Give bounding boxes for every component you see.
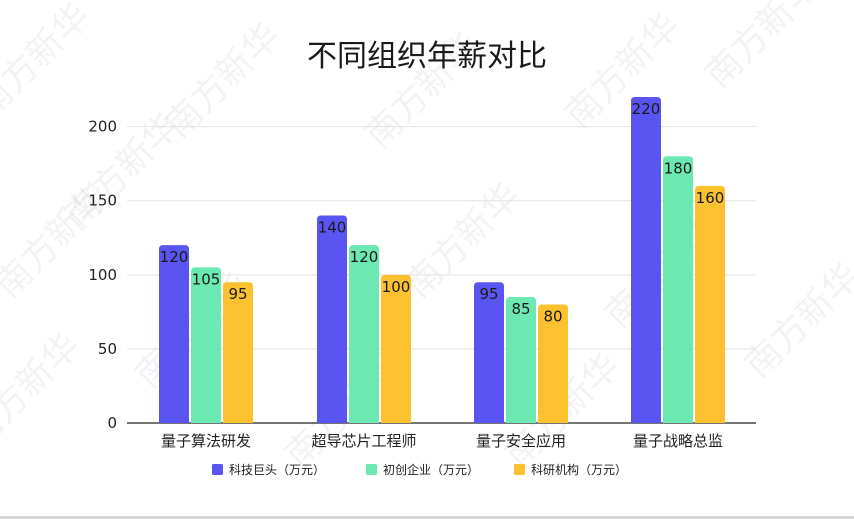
grid-lines xyxy=(127,126,756,424)
bar-value-label: 160 xyxy=(696,189,725,207)
legend-label: 初创企业（万元） xyxy=(383,462,479,477)
legend-label: 科研机构（万元） xyxy=(531,462,627,477)
watermark-text: 南方新华 xyxy=(557,6,688,137)
chart-title: 不同组织年薪对比 xyxy=(307,39,547,74)
bar xyxy=(381,274,411,423)
bar-value-label: 105 xyxy=(192,270,221,288)
y-tick-label: 200 xyxy=(88,118,117,136)
legend-swatch xyxy=(514,464,525,475)
y-tick-label: 50 xyxy=(98,340,117,358)
bar xyxy=(191,267,221,423)
legend-label: 科技巨头（万元） xyxy=(229,463,325,477)
y-tick-label: 150 xyxy=(88,192,117,210)
bar-value-label: 120 xyxy=(350,248,379,266)
bar-value-label: 95 xyxy=(479,285,498,303)
bar xyxy=(631,97,661,423)
bar xyxy=(695,185,725,423)
legend: 科技巨头（万元） 初创企业（万元） 科研机构（万元） xyxy=(212,462,627,477)
bar xyxy=(474,282,504,423)
bar-value-label: 85 xyxy=(511,300,530,318)
bottom-divider xyxy=(0,516,854,519)
legend-swatch xyxy=(366,464,377,475)
bar-value-label: 120 xyxy=(160,248,189,266)
y-axis: 0 50 100 150 200 xyxy=(88,118,117,432)
watermark-text: 南方新华 xyxy=(0,0,98,126)
watermark-text: 南方新华 xyxy=(397,176,528,307)
bar-value-label: 220 xyxy=(632,100,661,118)
x-tick-label: 量子战略总监 xyxy=(633,432,723,450)
bar xyxy=(506,297,536,423)
bar xyxy=(317,215,347,423)
watermark-text: 南方新华 xyxy=(0,326,88,457)
x-tick-label: 量子安全应用 xyxy=(476,432,566,450)
bar-value-label: 95 xyxy=(228,285,247,303)
bar xyxy=(159,245,189,423)
bar xyxy=(349,245,379,423)
bar-value-label: 100 xyxy=(382,278,411,296)
legend-swatch xyxy=(212,464,223,475)
y-tick-label: 100 xyxy=(88,266,117,284)
y-tick-label: 0 xyxy=(107,414,117,432)
bar-value-label: 140 xyxy=(318,219,347,237)
bar xyxy=(663,156,693,424)
x-tick-label: 量子算法研发 xyxy=(161,432,251,450)
x-tick-label: 超导芯片工程师 xyxy=(311,432,416,450)
bar-value-label: 80 xyxy=(543,307,562,325)
x-axis: 量子算法研发 超导芯片工程师 量子安全应用 量子战略总监 xyxy=(161,432,723,450)
bar-value-label: 180 xyxy=(664,159,693,177)
bar xyxy=(538,304,568,423)
bar xyxy=(223,282,253,423)
watermark-text: 南方新华 xyxy=(697,0,828,96)
